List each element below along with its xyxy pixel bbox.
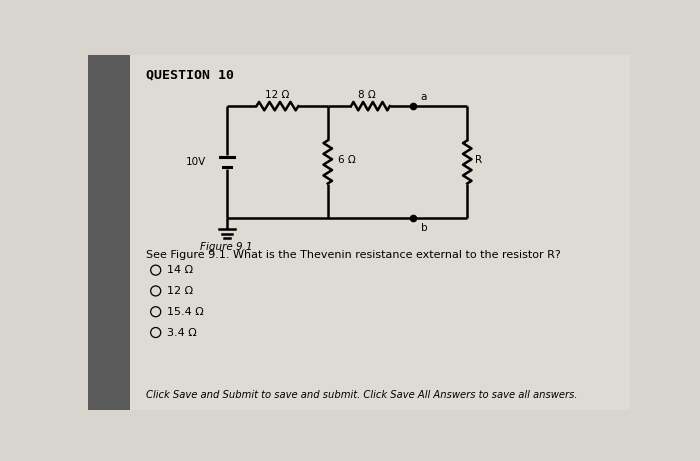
Text: QUESTION 10: QUESTION 10 (146, 68, 234, 82)
FancyBboxPatch shape (130, 55, 630, 410)
Text: 3.4 Ω: 3.4 Ω (167, 327, 196, 337)
Text: 8 Ω: 8 Ω (358, 90, 375, 100)
Text: 10V: 10V (186, 157, 206, 167)
Text: 12 Ω: 12 Ω (265, 90, 290, 100)
Text: R: R (475, 154, 482, 165)
Text: 15.4 Ω: 15.4 Ω (167, 307, 203, 317)
Text: 6 Ω: 6 Ω (338, 154, 356, 165)
Text: Figure 9.1: Figure 9.1 (200, 242, 253, 253)
Text: a: a (421, 92, 427, 102)
Text: b: b (421, 223, 428, 233)
Text: 14 Ω: 14 Ω (167, 265, 193, 275)
Circle shape (150, 327, 161, 337)
Text: 12 Ω: 12 Ω (167, 286, 193, 296)
Text: Click Save and Submit to save and submit. Click Save All Answers to save all ans: Click Save and Submit to save and submit… (146, 390, 577, 400)
Circle shape (150, 265, 161, 275)
FancyBboxPatch shape (88, 55, 130, 410)
Circle shape (150, 307, 161, 317)
Text: See Figure 9.1. What is the Thevenin resistance external to the resistor R?: See Figure 9.1. What is the Thevenin res… (146, 250, 561, 260)
Circle shape (150, 286, 161, 296)
